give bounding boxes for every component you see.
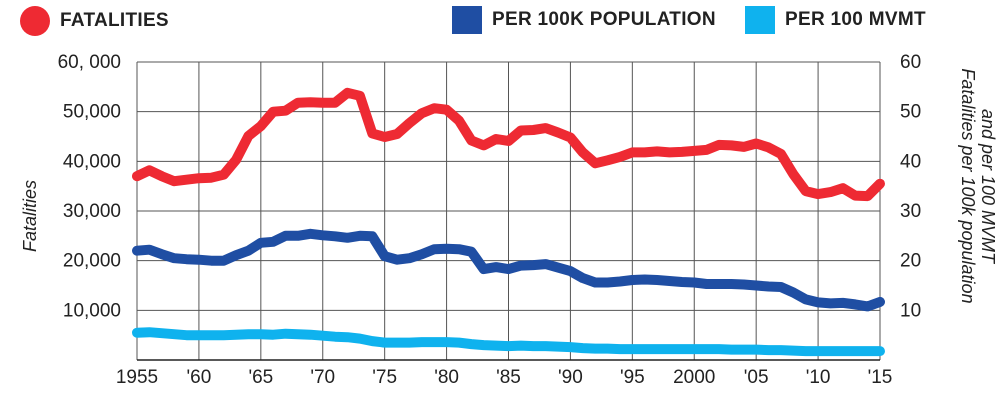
- y-right-tick-label-10: 10: [900, 300, 921, 321]
- legend-per-100k: PER 100K POPULATION: [452, 6, 716, 34]
- series-group: [132, 87, 885, 357]
- per-100k-swatch: [452, 6, 482, 34]
- y-axis-right-label-line-1: Fatalities per 100k population: [958, 68, 978, 303]
- series-line-per100k: [132, 228, 885, 312]
- x-tick-label-1990: '90: [558, 367, 583, 388]
- series-line-fatalities: [132, 87, 885, 202]
- x-tick-label-1975: '75: [372, 367, 397, 388]
- y-axis-left-label: Fatalities: [20, 180, 40, 252]
- y-axis-left-ticks: 10,000 20,000 30,000 40,000 50,000 60, 000: [58, 52, 121, 321]
- legend-per-100-mvmt-label: PER 100 MVMT: [785, 9, 926, 30]
- y-left-tick-label-30000: 30,000: [63, 201, 121, 222]
- series-line-per100mvmt: [132, 327, 885, 357]
- y-right-tick-label-30: 30: [900, 201, 921, 222]
- y-left-tick-label-50000: 50,000: [63, 102, 121, 123]
- y-left-tick-label-20000: 20,000: [63, 251, 121, 272]
- x-tick-label-1965: '65: [248, 367, 273, 388]
- y-left-tick-label-40000: 40,000: [63, 151, 121, 172]
- y-right-tick-label-40: 40: [900, 151, 921, 172]
- x-tick-label-2015: '15: [868, 367, 893, 388]
- x-tick-label-1995: '95: [620, 367, 645, 388]
- y-axis-right-ticks: 10 20 30 40 50 60: [900, 52, 921, 321]
- y-left-tick-label-60000: 60, 000: [58, 52, 121, 73]
- y-right-tick-label-50: 50: [900, 102, 921, 123]
- x-tick-label-1955: 1955: [116, 367, 158, 388]
- x-tick-label-1960: '60: [187, 367, 212, 388]
- x-tick-label-2000: 2000: [673, 367, 715, 388]
- per-100-mvmt-swatch: [745, 6, 775, 34]
- x-tick-label-1980: '80: [434, 367, 459, 388]
- legend-per-100-mvmt: PER 100 MVMT: [745, 6, 926, 34]
- fatalities-swatch: [20, 6, 50, 36]
- y-left-tick-label-10000: 10,000: [63, 300, 121, 321]
- y-axis-right-label: Fatalities per 100k population and per 1…: [958, 68, 998, 303]
- legend-fatalities-label: FATALITIES: [60, 10, 169, 31]
- x-axis-ticks: 1955 '60 '65 '70 '75 '80 '85 '90 '95 2000 '05 '10 '1…: [116, 367, 893, 388]
- x-tick-label-1985: '85: [496, 367, 521, 388]
- grid: [136, 61, 881, 361]
- legend-per-100k-label: PER 100K POPULATION: [492, 9, 716, 30]
- x-tick-label-1970: '70: [310, 367, 335, 388]
- legend-fatalities: FATALITIES: [20, 6, 169, 36]
- x-tick-label-2005: '05: [744, 367, 769, 388]
- x-tick-label-2010: '10: [806, 367, 831, 388]
- y-right-tick-label-20: 20: [900, 251, 921, 272]
- y-right-tick-label-60: 60: [900, 52, 921, 73]
- y-axis-right-label-line-2: and per 100 MVMT: [978, 109, 998, 265]
